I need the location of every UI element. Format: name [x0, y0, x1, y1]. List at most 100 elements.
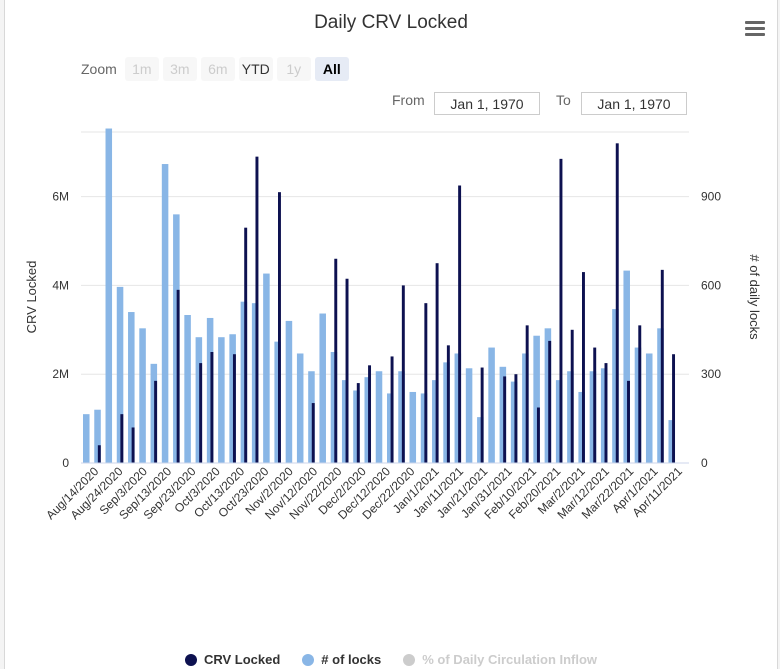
- bar-crv-locked[interactable]: [660, 269, 664, 463]
- to-date-input[interactable]: Jan 1, 1970: [581, 92, 687, 115]
- bar-crv-locked[interactable]: [345, 278, 349, 463]
- bar-locks[interactable]: [364, 377, 372, 463]
- bar-crv-locked[interactable]: [548, 340, 552, 463]
- bar-crv-locked[interactable]: [154, 380, 158, 463]
- bar-locks[interactable]: [612, 309, 619, 463]
- bar-locks[interactable]: [229, 334, 236, 463]
- bar-locks[interactable]: [251, 303, 259, 463]
- bar-crv-locked[interactable]: [244, 227, 248, 463]
- bar-locks[interactable]: [139, 328, 146, 463]
- bar-locks[interactable]: [184, 315, 191, 463]
- bar-locks[interactable]: [161, 164, 169, 464]
- bar-locks[interactable]: [341, 380, 349, 463]
- bar-locks[interactable]: [330, 352, 338, 463]
- bar-crv-locked[interactable]: [615, 143, 619, 463]
- bar-locks[interactable]: [285, 320, 293, 463]
- bar-locks[interactable]: [657, 328, 664, 463]
- bar-locks[interactable]: [173, 214, 180, 463]
- bar-locks[interactable]: [353, 390, 360, 463]
- legend-item-crv-locked[interactable]: CRV Locked: [184, 652, 280, 667]
- zoom-ytd-button[interactable]: YTD: [238, 57, 273, 81]
- bar-locks[interactable]: [409, 391, 417, 463]
- bar-locks[interactable]: [465, 368, 473, 463]
- bar-locks[interactable]: [567, 371, 574, 463]
- bar-crv-locked[interactable]: [390, 356, 394, 463]
- from-date-input[interactable]: Jan 1, 1970: [434, 92, 540, 115]
- legend-item-locks[interactable]: # of locks: [302, 652, 381, 667]
- bar-crv-locked[interactable]: [458, 185, 462, 464]
- bar-locks[interactable]: [443, 362, 450, 463]
- bar-locks[interactable]: [555, 380, 563, 463]
- zoom-3m-button[interactable]: 3m: [162, 57, 197, 81]
- bar-crv-locked[interactable]: [581, 272, 585, 463]
- bar-crv-locked[interactable]: [232, 354, 236, 463]
- bar-crv-locked[interactable]: [334, 258, 338, 463]
- bar-locks[interactable]: [533, 335, 540, 463]
- bar-locks[interactable]: [398, 371, 405, 463]
- bar-crv-locked[interactable]: [120, 414, 124, 463]
- bar-crv-locked[interactable]: [446, 345, 450, 463]
- bar-crv-locked[interactable]: [638, 325, 642, 463]
- bar-locks[interactable]: [116, 286, 124, 463]
- bar-crv-locked[interactable]: [176, 289, 180, 463]
- bar-locks[interactable]: [634, 347, 642, 463]
- bar-locks[interactable]: [477, 417, 484, 463]
- bar-locks[interactable]: [263, 273, 270, 463]
- bar-crv-locked[interactable]: [131, 427, 135, 463]
- bar-locks[interactable]: [105, 128, 113, 463]
- bar-crv-locked[interactable]: [559, 158, 563, 464]
- bar-crv-locked[interactable]: [424, 303, 428, 463]
- bar-crv-locked[interactable]: [514, 374, 518, 463]
- bar-crv-locked[interactable]: [97, 445, 101, 463]
- bar-locks[interactable]: [578, 391, 585, 463]
- bar-crv-locked[interactable]: [570, 329, 574, 463]
- bar-locks[interactable]: [454, 353, 462, 463]
- bar-crv-locked[interactable]: [311, 403, 315, 463]
- bar-locks[interactable]: [600, 368, 608, 463]
- bar-crv-locked[interactable]: [277, 192, 281, 463]
- bar-locks[interactable]: [544, 328, 552, 463]
- bar-locks[interactable]: [589, 371, 597, 463]
- bar-locks[interactable]: [432, 380, 439, 463]
- bar-locks[interactable]: [499, 366, 507, 463]
- bar-locks[interactable]: [522, 353, 529, 463]
- bar-locks[interactable]: [150, 363, 158, 463]
- bar-locks[interactable]: [510, 381, 518, 463]
- bar-crv-locked[interactable]: [525, 325, 529, 463]
- bar-crv-locked[interactable]: [401, 285, 405, 463]
- bar-crv-locked[interactable]: [255, 156, 259, 463]
- bar-locks[interactable]: [387, 393, 394, 463]
- bar-crv-locked[interactable]: [368, 365, 372, 463]
- bar-locks[interactable]: [274, 341, 281, 463]
- bar-locks[interactable]: [645, 353, 653, 463]
- bar-crv-locked[interactable]: [536, 407, 540, 464]
- bar-crv-locked[interactable]: [356, 383, 360, 463]
- bar-locks[interactable]: [296, 353, 304, 463]
- zoom-1y-button[interactable]: 1y: [276, 57, 311, 81]
- bar-locks[interactable]: [218, 337, 225, 463]
- bar-locks[interactable]: [623, 270, 630, 463]
- legend-item-inflow[interactable]: % of Daily Circulation Inflow: [403, 652, 597, 667]
- bar-locks[interactable]: [206, 317, 214, 463]
- bar-locks[interactable]: [308, 371, 315, 463]
- zoom-1m-button[interactable]: 1m: [124, 57, 159, 81]
- bar-locks[interactable]: [420, 393, 428, 463]
- bar-crv-locked[interactable]: [627, 380, 630, 463]
- bar-locks[interactable]: [94, 409, 101, 463]
- zoom-all-button[interactable]: All: [314, 57, 349, 81]
- bar-crv-locked[interactable]: [604, 363, 608, 463]
- bar-locks[interactable]: [488, 347, 495, 463]
- bar-locks[interactable]: [668, 420, 676, 463]
- bar-locks[interactable]: [128, 312, 135, 463]
- bar-crv-locked[interactable]: [480, 367, 484, 463]
- hamburger-menu-icon[interactable]: [745, 21, 765, 37]
- bar-crv-locked[interactable]: [503, 376, 507, 463]
- bar-locks[interactable]: [319, 313, 326, 463]
- bar-crv-locked[interactable]: [199, 363, 203, 463]
- bar-crv-locked[interactable]: [435, 263, 439, 463]
- bar-locks[interactable]: [240, 301, 248, 463]
- bar-locks[interactable]: [195, 337, 203, 463]
- zoom-6m-button[interactable]: 6m: [200, 57, 235, 81]
- bar-locks[interactable]: [375, 371, 383, 463]
- bar-crv-locked[interactable]: [593, 347, 597, 463]
